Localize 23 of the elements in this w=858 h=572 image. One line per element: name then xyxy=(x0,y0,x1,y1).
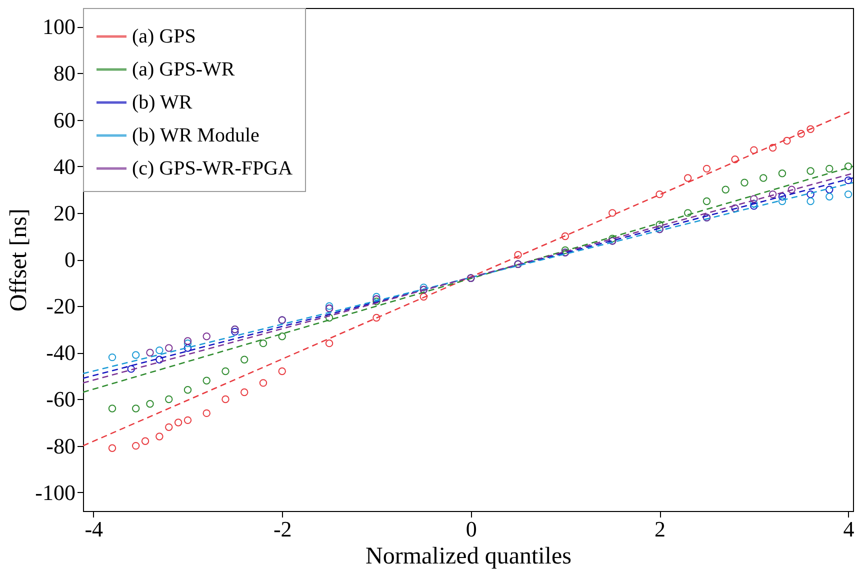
y-axis-title: Offset [ns] xyxy=(6,208,32,312)
y-tick-label: 80 xyxy=(54,60,76,86)
y-tick-label: 100 xyxy=(42,14,76,40)
y-tick-label: -80 xyxy=(46,433,76,458)
x-tick-label: 0 xyxy=(466,516,477,542)
y-tick-label: 20 xyxy=(54,200,76,226)
y-tick-label: -100 xyxy=(35,480,76,505)
y-tick-label: 0 xyxy=(64,247,76,272)
x-tick-label: 4 xyxy=(843,516,854,542)
legend-label: (a) GPS-WR xyxy=(132,58,236,80)
x-axis-title: Normalized quantiles xyxy=(366,544,572,570)
legend-label: (c) GPS-WR-FPGA xyxy=(132,158,294,180)
legend-label: (b) WR Module xyxy=(132,124,260,146)
y-tick-label: -20 xyxy=(46,294,76,319)
y-tick-label: 40 xyxy=(54,154,76,179)
x-tick-label: -2 xyxy=(273,516,292,542)
x-tick-label: -4 xyxy=(84,516,104,542)
y-tick-label: -60 xyxy=(46,386,76,412)
y-tick-label: 60 xyxy=(54,107,76,132)
legend-label: (a) GPS xyxy=(132,26,196,48)
x-tick-label: 2 xyxy=(654,516,666,542)
y-tick-label: -40 xyxy=(46,340,76,366)
legend-label: (b) WR xyxy=(132,92,193,114)
